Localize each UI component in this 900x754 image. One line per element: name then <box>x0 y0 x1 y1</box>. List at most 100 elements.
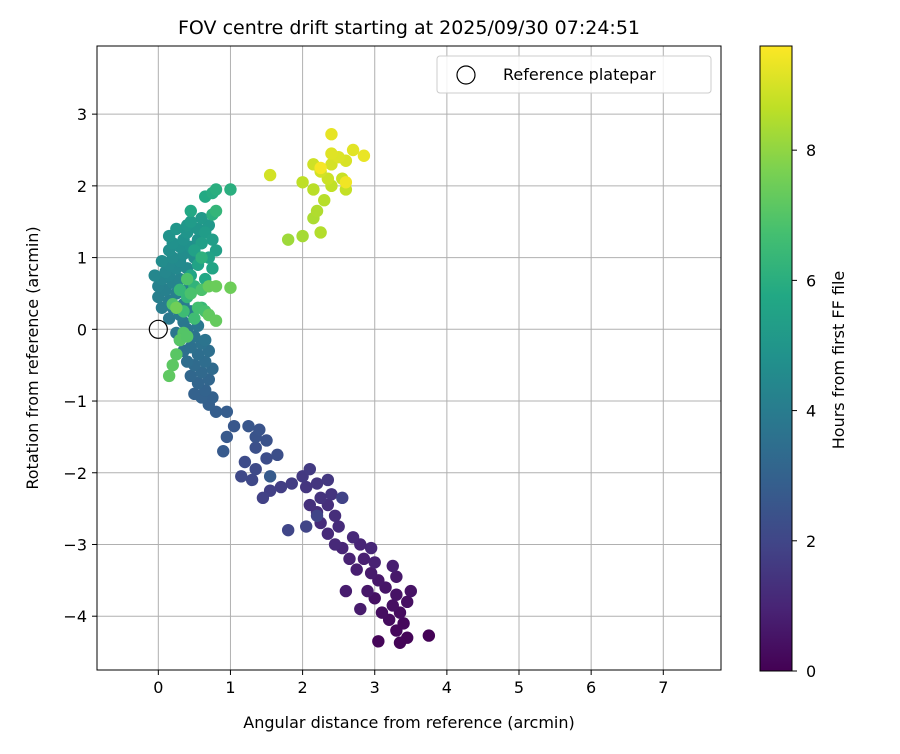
data-point <box>310 509 324 522</box>
data-point <box>209 183 223 196</box>
data-point <box>314 226 327 239</box>
data-point <box>285 477 298 490</box>
legend-box <box>436 55 712 94</box>
x-tick-label: 4 <box>442 678 452 697</box>
legend-reference-marker <box>456 65 476 85</box>
data-point <box>256 491 270 505</box>
data-point <box>328 538 342 551</box>
data-point <box>296 229 309 243</box>
data-point <box>346 531 360 544</box>
colorbar-tick-label: 4 <box>806 402 816 421</box>
data-point <box>206 233 219 246</box>
data-point <box>188 387 201 401</box>
data-point <box>220 430 234 444</box>
data-point <box>235 470 248 483</box>
data-point <box>339 584 353 598</box>
reference-marker-group <box>148 319 168 339</box>
data-point <box>162 312 176 325</box>
colorbar-ticks: 0 2 4 6 8 <box>792 141 816 681</box>
x-tick-label: 6 <box>586 678 596 697</box>
x-tick-label: 0 <box>153 678 163 697</box>
data-point <box>224 183 237 196</box>
data-point <box>209 204 223 218</box>
data-point <box>372 635 385 648</box>
data-point <box>253 423 266 436</box>
data-point <box>325 128 338 141</box>
data-point <box>173 283 187 297</box>
data-point <box>393 636 407 649</box>
data-point <box>162 369 176 383</box>
data-point <box>386 559 399 573</box>
x-tick-label: 1 <box>225 678 235 697</box>
data-point <box>155 254 169 268</box>
data-point <box>321 527 335 540</box>
data-point <box>166 358 179 372</box>
x-axis-label: Angular distance from reference (arcmin) <box>243 713 574 732</box>
data-point <box>310 204 324 218</box>
colorbar-tick-label: 8 <box>806 141 816 160</box>
data-point <box>300 520 313 533</box>
data-point <box>350 563 363 576</box>
data-point <box>321 473 335 487</box>
data-point <box>332 520 345 533</box>
legend-label-reference: Reference platepar <box>503 65 656 84</box>
data-point <box>227 419 241 433</box>
data-point <box>184 287 197 300</box>
x-tick-label: 5 <box>514 678 524 697</box>
data-point <box>386 599 399 612</box>
data-point <box>263 168 277 182</box>
data-point <box>148 269 161 282</box>
data-point <box>364 566 378 580</box>
colorbar-tick-label: 0 <box>806 662 816 681</box>
y-tick-label: −3 <box>63 535 87 554</box>
data-point <box>180 330 194 343</box>
chart-title: FOV centre drift starting at 2025/09/30 … <box>178 17 640 39</box>
plot-frame <box>96 45 722 671</box>
y-axis-label: Rotation from reference (arcmin) <box>23 226 42 489</box>
data-point <box>303 498 317 512</box>
data-point <box>310 477 324 490</box>
colorbar-label: Hours from first FF file <box>829 271 848 450</box>
data-point <box>220 405 234 418</box>
colorbar-gradient <box>759 45 793 672</box>
data-point <box>318 194 331 207</box>
y-tick-label: 3 <box>77 105 87 124</box>
data-point <box>296 176 309 189</box>
data-point <box>390 588 403 601</box>
data-point <box>281 233 295 246</box>
data-point <box>184 341 197 354</box>
data-point <box>260 434 273 447</box>
y-tick-label: 2 <box>77 177 87 196</box>
data-point <box>274 480 288 494</box>
data-point <box>170 348 183 361</box>
y-tick-label: 0 <box>77 320 87 339</box>
data-point <box>364 541 378 555</box>
data-point <box>346 143 360 157</box>
x-tick-label: 3 <box>370 678 380 697</box>
data-point <box>357 552 371 566</box>
data-point <box>206 262 219 275</box>
data-point <box>238 455 252 469</box>
data-point <box>180 272 194 286</box>
colorbar: 0 2 4 6 8 Hours from first FF file <box>759 45 848 681</box>
data-point <box>249 462 262 476</box>
data-point <box>184 369 197 383</box>
data-point <box>217 445 230 458</box>
data-point <box>184 215 197 228</box>
y-tick-label: −1 <box>63 392 87 411</box>
data-point <box>188 312 201 325</box>
data-point <box>260 452 273 465</box>
x-tick-label: 2 <box>298 678 308 697</box>
y-tick-label: −4 <box>63 607 87 626</box>
reference-platepar-marker <box>148 319 168 339</box>
data-point <box>180 355 194 368</box>
data-point <box>336 491 349 505</box>
data-point <box>404 584 418 598</box>
data-point <box>184 204 197 218</box>
data-point <box>390 570 403 583</box>
data-point <box>343 552 356 566</box>
colorbar-tick-label: 2 <box>806 532 816 551</box>
y-tick-label: 1 <box>77 249 87 268</box>
data-point <box>245 473 259 487</box>
y-tick-label: −2 <box>63 464 87 483</box>
